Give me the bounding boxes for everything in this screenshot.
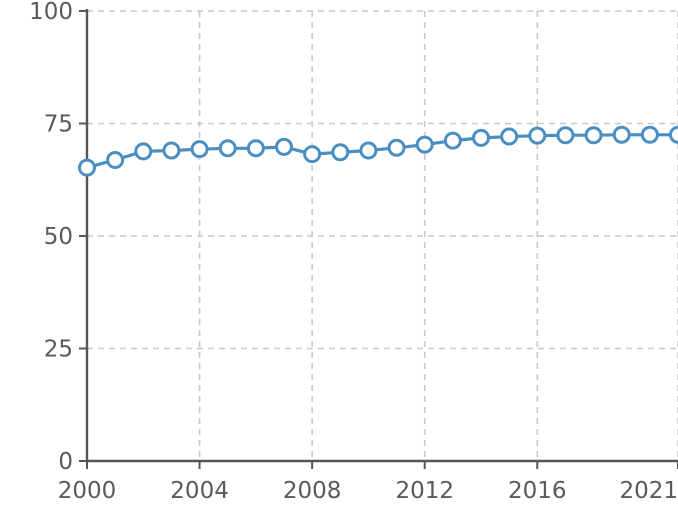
data-point[interactable] bbox=[556, 126, 575, 145]
data-point[interactable] bbox=[640, 125, 659, 144]
data-point[interactable] bbox=[275, 137, 293, 156]
data-point[interactable] bbox=[443, 131, 462, 150]
data-point[interactable] bbox=[472, 128, 490, 147]
x-tick-label: 2008 bbox=[283, 478, 342, 504]
data-point[interactable] bbox=[78, 158, 96, 177]
data-point[interactable] bbox=[303, 145, 322, 164]
data-point[interactable] bbox=[134, 142, 153, 161]
data-point[interactable] bbox=[387, 138, 406, 157]
data-point[interactable] bbox=[528, 126, 547, 145]
y-tick-label: 25 bbox=[44, 337, 73, 363]
y-tick-label: 75 bbox=[44, 112, 73, 138]
x-tick-label: 2004 bbox=[170, 478, 229, 504]
x-tick-label: 2000 bbox=[58, 478, 117, 504]
data-point[interactable] bbox=[612, 125, 631, 144]
grid bbox=[87, 10, 678, 461]
y-tick-label: 0 bbox=[58, 449, 73, 475]
data-point[interactable] bbox=[500, 127, 519, 146]
x-tick-label: 2021 bbox=[619, 478, 678, 504]
y-tick-label: 100 bbox=[29, 0, 73, 25]
data-point[interactable] bbox=[162, 141, 181, 160]
data-point[interactable] bbox=[218, 139, 237, 158]
data-point[interactable] bbox=[190, 140, 209, 159]
series bbox=[78, 125, 678, 177]
data-point[interactable] bbox=[246, 139, 265, 158]
data-point[interactable] bbox=[669, 125, 678, 144]
y-tick-label: 50 bbox=[44, 224, 73, 250]
data-point[interactable] bbox=[415, 135, 434, 154]
x-tick-label: 2016 bbox=[508, 478, 567, 504]
axes: 0 25 50 75 100 2000 2004 2008 2012 2016 2021 bbox=[29, 0, 678, 504]
data-point[interactable] bbox=[584, 126, 603, 145]
x-tick-label: 2012 bbox=[395, 478, 454, 504]
data-point[interactable] bbox=[331, 143, 350, 162]
data-point[interactable] bbox=[359, 141, 378, 160]
series-line bbox=[86, 133, 678, 170]
data-point[interactable] bbox=[106, 150, 125, 169]
